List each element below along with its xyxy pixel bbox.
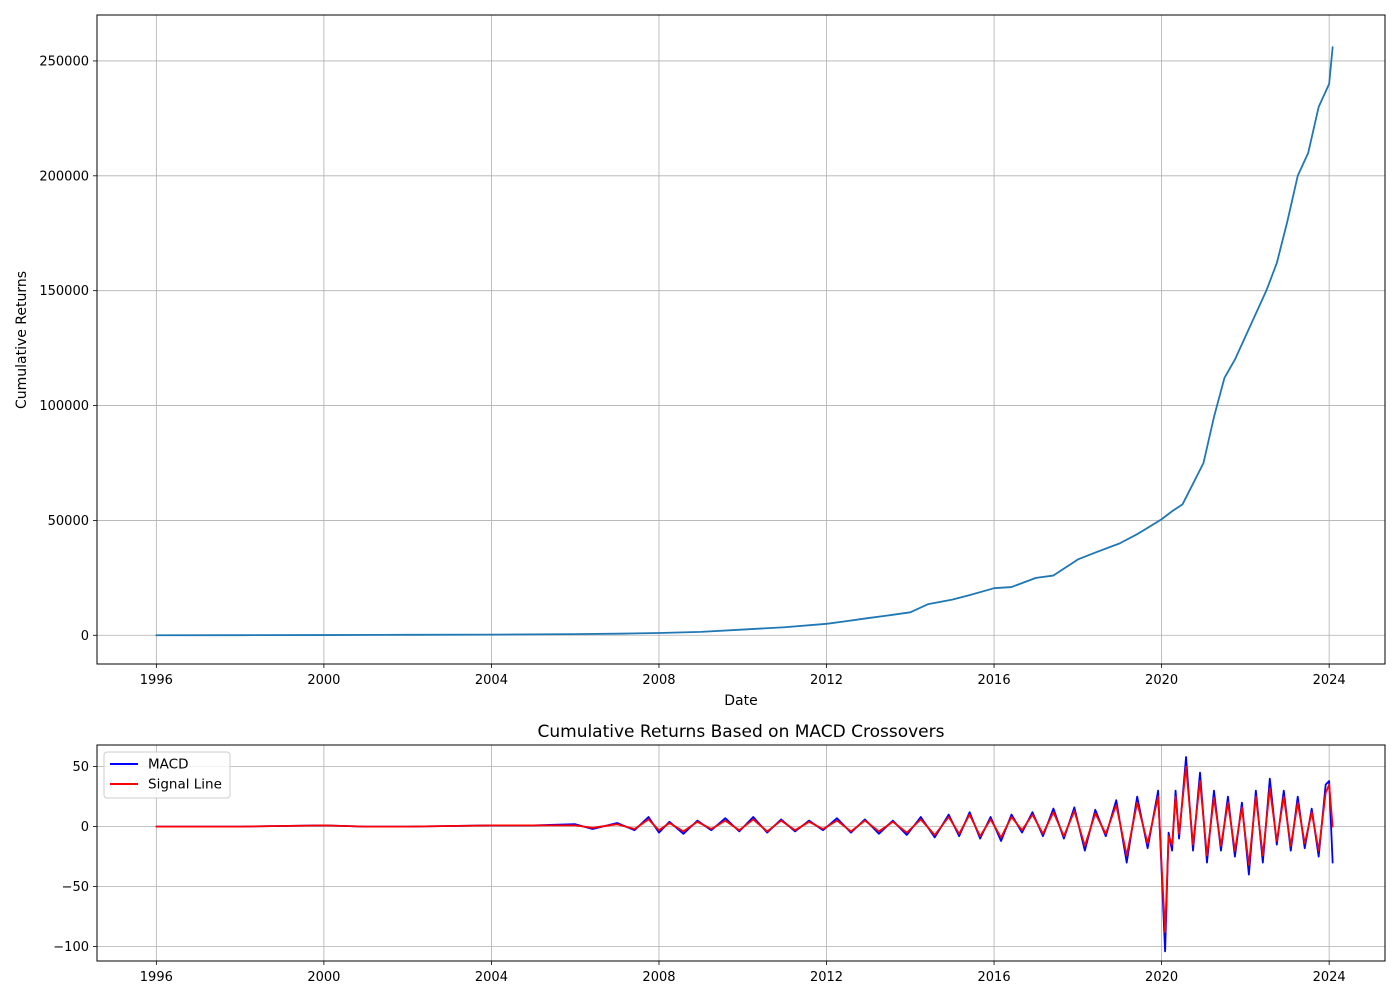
top-x-tick-label: 1996 [140,673,173,688]
top-x-tick-label: 2020 [1145,673,1178,688]
top-y-ticks: 0 50000 100000 150000 200000 250000 [39,54,97,644]
bottom-x-tick-label: 2008 [642,970,675,985]
bottom-series-group [155,756,1334,953]
bottom-x-tick-label: 2004 [475,970,508,985]
bottom-x-tick-label: 2024 [1313,970,1346,985]
top-x-tick-label: 2008 [642,673,675,688]
top-y-axis-label: Cumulative Returns [14,271,30,409]
top-x-tick-label: 2012 [810,673,843,688]
top-x-ticks: 1996 2000 2004 2008 2012 2016 2020 2024 [140,664,1346,688]
top-plot-frame [96,14,1386,665]
legend-label-macd: MACD [148,757,188,773]
bottom-x-ticks: 1996 2000 2004 2008 2012 2016 2020 2024 [140,961,1346,985]
top-x-axis-label: Date [724,693,757,709]
bottom-chart-title: Cumulative Returns Based on MACD Crossov… [537,722,944,742]
bottom-series-line-signal-line [155,765,1334,934]
top-y-tick-label: 0 [81,629,89,644]
legend: MACD Signal Line [103,751,231,799]
bottom-plot-frame [96,744,1386,962]
bottom-y-tick-label: 0 [81,820,89,835]
top-x-tick-label: 2000 [307,673,340,688]
top-y-tick-label: 100000 [39,399,89,414]
bottom-x-tick-label: 2012 [810,970,843,985]
top-y-tick-label: 50000 [48,514,89,529]
top-grid [97,15,1385,664]
bottom-y-ticks: −100 −50 0 50 [53,760,97,955]
top-y-tick-label: 200000 [39,169,89,184]
top-x-tick-label: 2004 [475,673,508,688]
bottom-grid [97,745,1385,961]
macd-chart: Cumulative Returns Based on MACD Crossov… [53,722,1386,985]
top-series-line-0 [155,46,1334,637]
top-y-tick-label: 150000 [39,284,89,299]
top-y-tick-label: 250000 [39,54,89,69]
bottom-y-tick-label: 50 [72,760,89,775]
top-x-tick-label: 2024 [1313,673,1346,688]
top-series-group [155,46,1334,637]
bottom-x-tick-label: 2020 [1145,970,1178,985]
bottom-y-tick-label: −100 [53,940,89,955]
legend-label-signal-line: Signal Line [148,777,222,793]
cumulative-returns-chart: 1996 2000 2004 2008 2012 2016 2020 2024 0 50000 1… [14,14,1386,709]
bottom-y-tick-label: −50 [62,880,89,895]
bottom-x-tick-label: 2016 [978,970,1011,985]
top-x-tick-label: 2016 [978,673,1011,688]
bottom-x-tick-label: 1996 [140,970,173,985]
bottom-x-tick-label: 2000 [307,970,340,985]
